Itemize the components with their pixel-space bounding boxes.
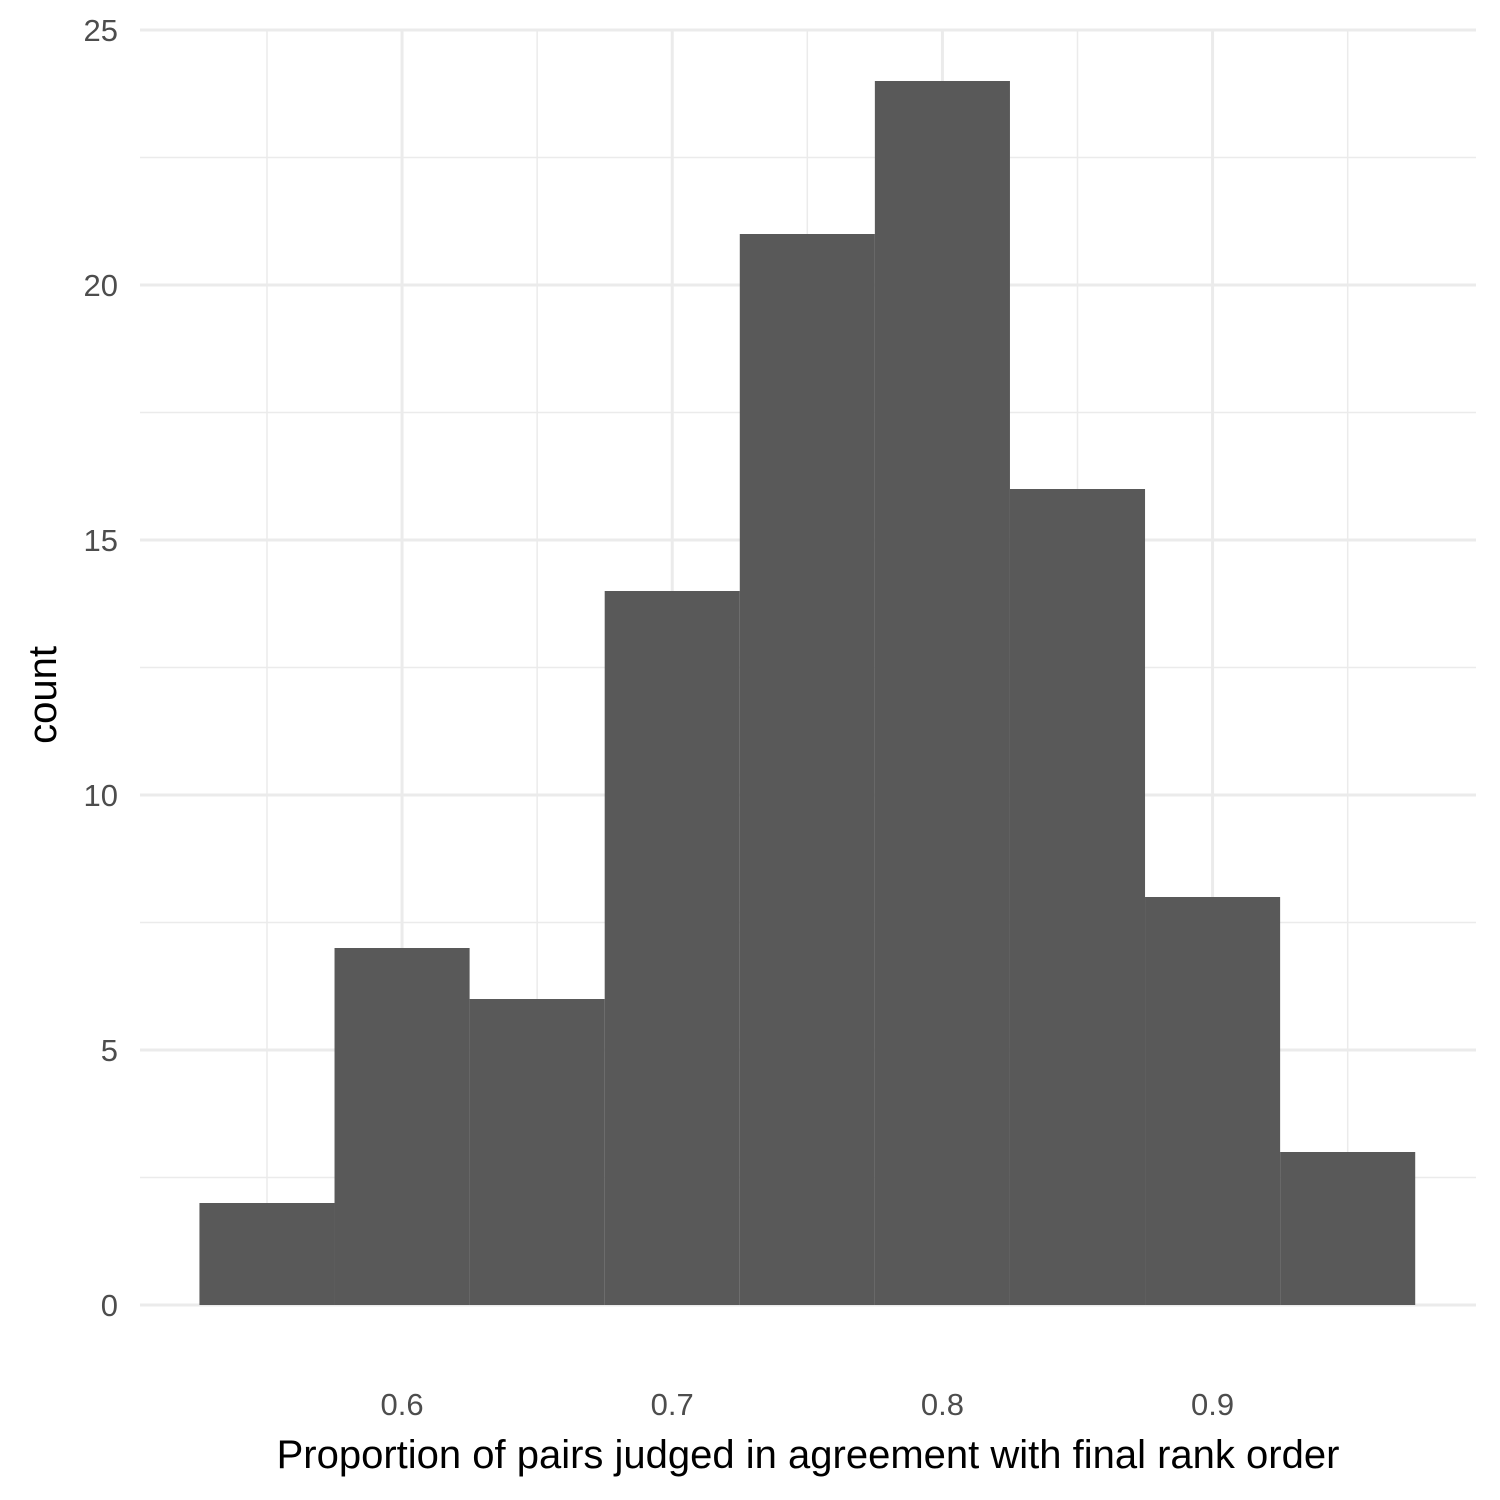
- histogram-bar: [1280, 1152, 1416, 1305]
- histogram-bar: [1009, 489, 1146, 1305]
- x-tick-label: 0.9: [1191, 1387, 1234, 1422]
- y-tick-label: 10: [84, 778, 118, 813]
- histogram-bar: [469, 999, 605, 1305]
- x-tick-label: 0.7: [651, 1387, 694, 1422]
- y-tick-label: 0: [101, 1288, 118, 1323]
- y-tick-label: 25: [84, 13, 118, 48]
- histogram-bars: [199, 81, 1416, 1305]
- y-tick-label: 15: [84, 523, 118, 558]
- histogram-bar: [604, 591, 740, 1305]
- y-tick-label: 5: [101, 1033, 118, 1068]
- y-tick-label: 20: [84, 268, 118, 303]
- x-tick-label: 0.6: [381, 1387, 424, 1422]
- x-axis-title: Proportion of pairs judged in agreement …: [277, 1433, 1340, 1477]
- histogram-bar: [874, 81, 1010, 1305]
- y-tick-labels: 0 5 10 15 20 25: [84, 13, 118, 1323]
- histogram-bar: [199, 1203, 335, 1305]
- y-axis-title: count: [21, 646, 65, 744]
- x-tick-labels: 0.6 0.7 0.8 0.9: [381, 1387, 1235, 1422]
- histogram-bar: [1145, 897, 1281, 1305]
- x-tick-label: 0.8: [921, 1387, 964, 1422]
- histogram-bar: [739, 234, 875, 1305]
- histogram-bar: [334, 948, 470, 1305]
